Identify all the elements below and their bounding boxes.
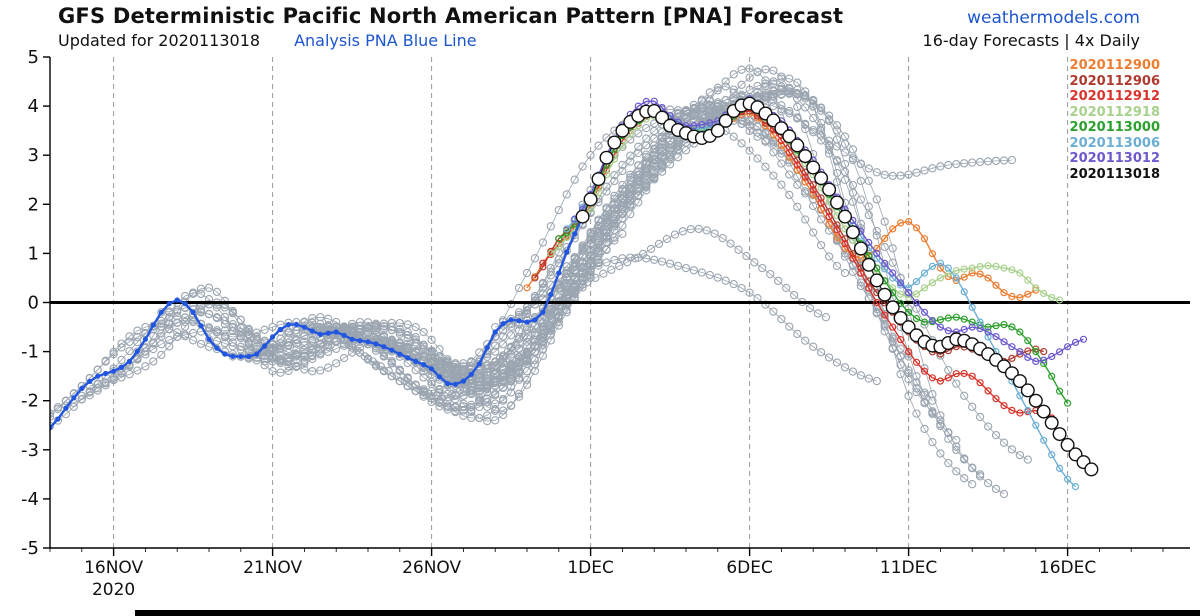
chart-header-row2: Updated for 2020113018 Analysis PNA Blue… [58, 31, 1140, 50]
svg-text:4: 4 [28, 96, 39, 117]
page-title: GFS Deterministic Pacific North American… [58, 4, 844, 28]
svg-text:16NOV: 16NOV [84, 558, 143, 578]
updated-label: Updated for 2020113018 [58, 31, 261, 50]
chart-header-row1: GFS Deterministic Pacific North American… [58, 4, 1140, 28]
svg-text:1DEC: 1DEC [567, 558, 614, 578]
legend-item-2020113000: 2020113000 [1069, 120, 1160, 135]
svg-text:-4: -4 [21, 489, 39, 510]
legend-item-2020113012: 2020113012 [1069, 151, 1160, 166]
legend-item-2020112906: 2020112906 [1069, 73, 1160, 89]
y-axis: -5 -4 -3 -2 -1 0 1 2 3 4 5 [21, 47, 50, 559]
legend: 2020112900 2020112906 2020112912 2020112918… [1070, 58, 1160, 182]
legend-item-2020113006: 2020113006 [1069, 135, 1160, 151]
svg-text:-1: -1 [21, 342, 39, 363]
analysis-line [50, 214, 586, 431]
svg-text:16DEC: 16DEC [1039, 558, 1096, 578]
latest-run [575, 96, 1099, 477]
svg-text:11DEC: 11DEC [880, 558, 937, 578]
ensemble-cloud [50, 64, 1032, 499]
svg-text:1: 1 [28, 243, 39, 264]
svg-text:5: 5 [28, 47, 39, 68]
svg-text:6DEC: 6DEC [726, 558, 773, 578]
forecast-note: 16-day Forecasts | 4x Daily [922, 31, 1140, 50]
svg-text:2: 2 [28, 194, 39, 215]
legend-item-2020113018: 2020113018 [1069, 166, 1160, 182]
x-axis-year-label: 2020 [92, 580, 135, 600]
x-axis: 16NOV 21NOV 26NOV 1DEC 6DEC 11DEC 16DEC 2020 [49, 548, 1164, 600]
svg-text:-2: -2 [21, 391, 39, 412]
svg-text:21NOV: 21NOV [243, 558, 302, 578]
legend-item-2020112912: 2020112912 [1069, 89, 1160, 104]
svg-text:-3: -3 [21, 440, 39, 461]
svg-text:-5: -5 [21, 538, 39, 559]
svg-text:26NOV: 26NOV [402, 558, 461, 578]
analysis-note: Analysis PNA Blue Line [294, 31, 477, 50]
legend-item-2020112918: 2020112918 [1069, 104, 1160, 120]
legend-item-2020112900: 2020112900 [1069, 58, 1160, 73]
site-link[interactable]: weathermodels.com [967, 8, 1140, 28]
svg-text:0: 0 [28, 293, 39, 314]
svg-text:3: 3 [28, 145, 39, 166]
bottom-bar [135, 610, 1200, 616]
